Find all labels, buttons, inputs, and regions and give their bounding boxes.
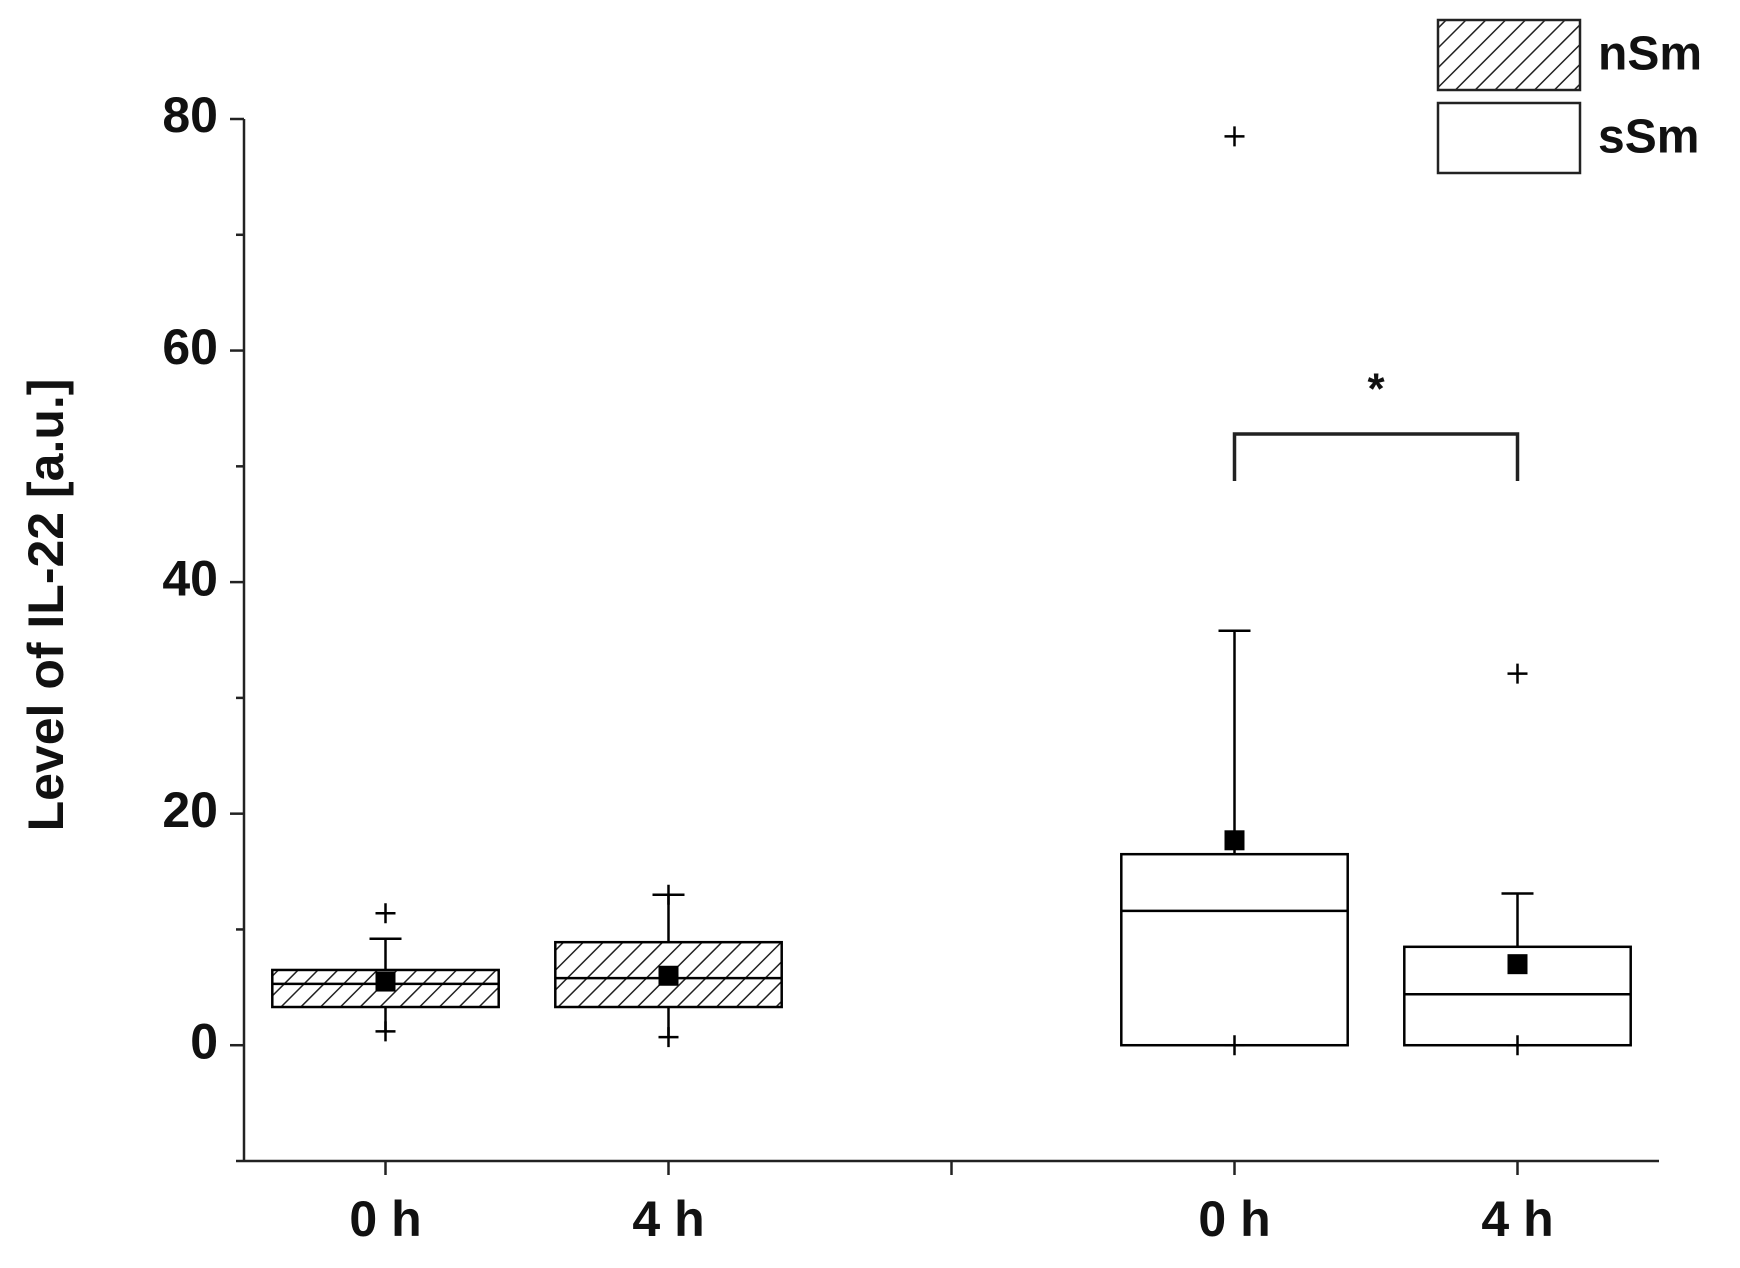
mean — [1507, 954, 1528, 975]
legend-swatch — [1436, 101, 1582, 175]
box — [1120, 852, 1349, 1047]
legend-label: sSm — [1598, 111, 1699, 164]
legend-label: nSm — [1598, 28, 1702, 81]
max-marker — [1224, 126, 1245, 147]
min-marker — [375, 1021, 396, 1042]
y-axis-label: Level of IL-22 [a.u.] — [18, 379, 74, 832]
x-tick-label: 4 h — [632, 1191, 704, 1247]
max-marker — [658, 884, 679, 905]
max-marker — [1507, 663, 1528, 684]
min-marker — [1224, 1035, 1245, 1056]
min-marker — [1507, 1035, 1528, 1056]
min-marker — [658, 1027, 679, 1048]
x-tick-label: 0 h — [1198, 1191, 1270, 1247]
mean — [375, 971, 396, 992]
y-tick-label: 0 — [190, 1013, 218, 1069]
y-tick-label: 20 — [162, 782, 218, 838]
mean — [658, 965, 679, 986]
mean — [1224, 830, 1245, 851]
significance-bracket — [1232, 432, 1520, 481]
y-tick-label: 60 — [162, 319, 218, 375]
y-tick-label: 80 — [162, 87, 218, 143]
y-tick-label: 40 — [162, 550, 218, 606]
x-tick-label: 4 h — [1481, 1191, 1553, 1247]
significance-label: * — [1367, 365, 1385, 414]
x-tick-label: 0 h — [349, 1191, 421, 1247]
max-marker — [375, 903, 396, 924]
legend-swatch — [1436, 18, 1582, 92]
